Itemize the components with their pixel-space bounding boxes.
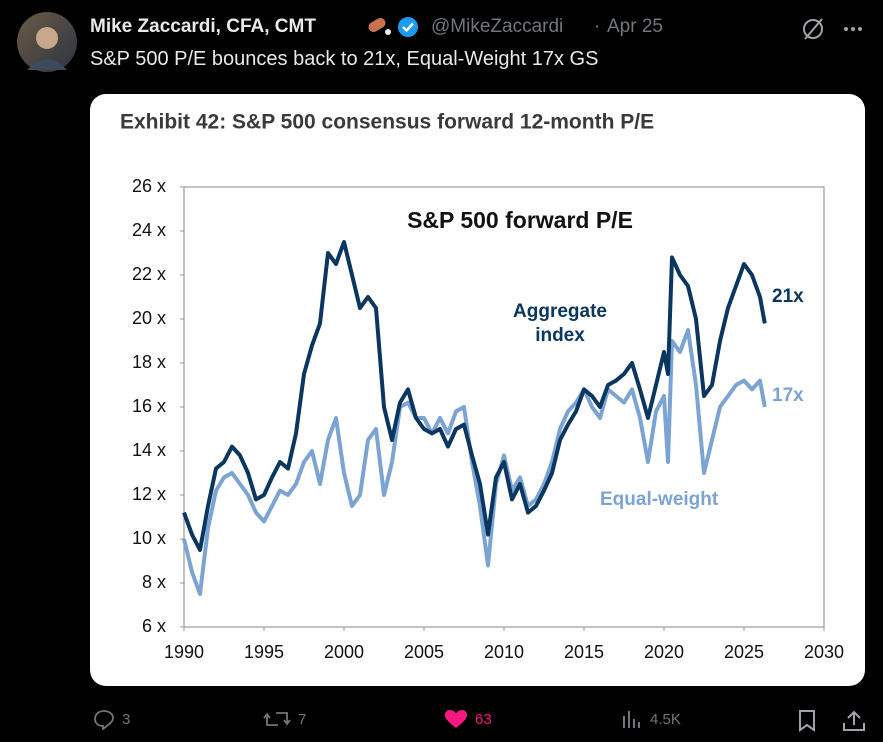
legend-label: Equal-weight xyxy=(600,489,719,510)
y-tick-label: 8 x xyxy=(142,572,166,592)
repost-button[interactable]: 7 xyxy=(262,708,306,730)
top-icons[interactable] xyxy=(800,15,870,43)
y-tick-label: 24 x xyxy=(132,220,166,240)
author-name[interactable]: Mike Zaccardi, CFA, CMT xyxy=(90,16,316,37)
chart-title: Exhibit 42: S&P 500 consensus forward 12… xyxy=(120,111,654,134)
plot-frame xyxy=(183,186,825,628)
chart-image[interactable]: Exhibit 42: S&P 500 consensus forward 12… xyxy=(90,94,865,686)
y-tick-label: 20 x xyxy=(132,308,166,328)
x-tick-label: 2005 xyxy=(404,642,444,662)
x-tick-label: 2015 xyxy=(564,642,604,662)
chart: Exhibit 42: S&P 500 consensus forward 12… xyxy=(120,111,844,662)
y-tick-label: 12 x xyxy=(132,484,166,504)
separator: · xyxy=(594,16,601,37)
author-handle[interactable]: @MikeZaccardi xyxy=(431,16,564,37)
badges xyxy=(368,17,418,37)
y-tick-label: 18 x xyxy=(132,352,166,372)
post-date[interactable]: Apr 25 xyxy=(607,16,663,37)
x-tick-label: 1990 xyxy=(164,642,204,662)
series-line xyxy=(182,240,767,552)
like-count: 63 xyxy=(475,710,492,728)
y-tick-label: 26 x xyxy=(132,176,166,196)
legend-label: Aggregate index xyxy=(513,301,607,346)
like-icon xyxy=(445,710,467,728)
views-button[interactable]: 4.5K xyxy=(620,708,681,730)
y-tick-label: 22 x xyxy=(132,264,166,284)
x-tick-label: 2025 xyxy=(724,642,764,662)
repost-count: 7 xyxy=(298,710,307,728)
y-tick-label: 16 x xyxy=(132,396,166,416)
y-tick-label: 6 x xyxy=(142,616,166,636)
end-label: 17x xyxy=(772,385,804,406)
views-icon xyxy=(623,711,640,728)
x-tick-label: 2030 xyxy=(804,642,844,662)
like-button[interactable]: 63 xyxy=(443,708,492,730)
x-tick-label: 1995 xyxy=(244,642,284,662)
share-icons[interactable] xyxy=(796,708,866,734)
views-count: 4.5K xyxy=(650,710,681,728)
chart-subtitle: S&P 500 forward P/E xyxy=(407,207,633,233)
x-tick-label: 2020 xyxy=(644,642,684,662)
legend-aggregate: Aggregate index xyxy=(513,301,607,346)
x-tick-label: 2000 xyxy=(324,642,364,662)
series-line xyxy=(182,328,767,596)
reply-button[interactable]: 3 xyxy=(92,708,130,730)
end-label: 21x xyxy=(772,286,804,307)
reply-count: 3 xyxy=(122,710,131,728)
avatar[interactable] xyxy=(17,12,77,72)
post-text: S&P 500 P/E bounces back to 21x, Equal-W… xyxy=(90,48,599,70)
y-tick-label: 14 x xyxy=(132,440,166,460)
repost-icon xyxy=(263,712,291,726)
reply-icon xyxy=(94,710,114,730)
x-tick-label: 2010 xyxy=(484,642,524,662)
y-tick-label: 10 x xyxy=(132,528,166,548)
